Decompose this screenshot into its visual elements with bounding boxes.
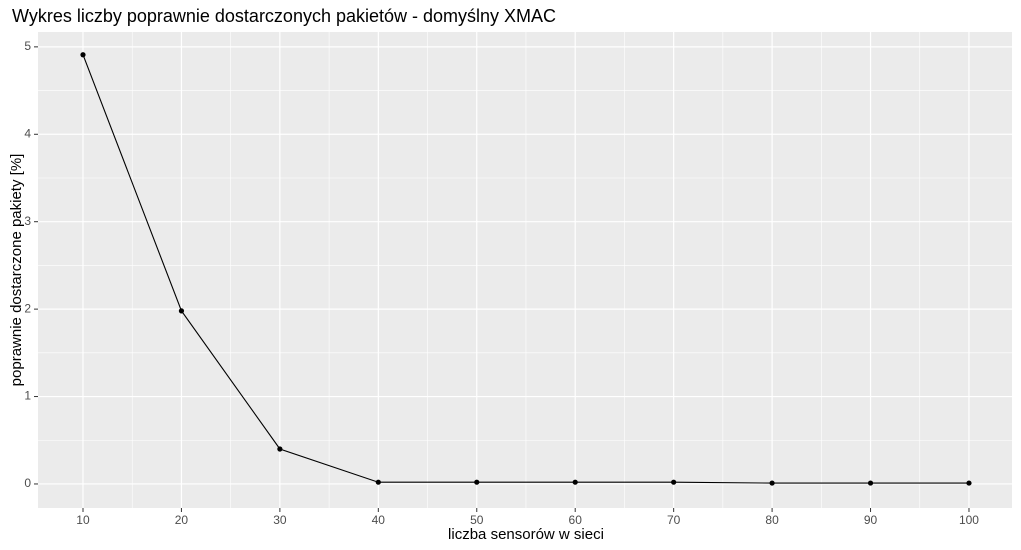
point	[178, 308, 185, 314]
x-tick-label: 100	[959, 513, 979, 527]
plot-background	[38, 32, 1012, 508]
point	[769, 480, 775, 486]
chart-title: Wykres liczby poprawnie dostarczonych pa…	[12, 6, 556, 26]
point	[966, 480, 972, 486]
y-tick-label: 5	[24, 39, 31, 53]
x-tick-label: 50	[470, 513, 484, 527]
point	[867, 480, 874, 486]
x-tick-label: 40	[372, 513, 386, 527]
x-tick-label: 80	[765, 513, 779, 527]
x-tick-label: 10	[76, 513, 90, 527]
y-tick-label: 3	[24, 214, 31, 228]
point	[671, 479, 677, 485]
x-tick-label: 30	[273, 513, 287, 527]
line	[82, 54, 969, 484]
x-axis-label: liczba sensorów w sieci	[448, 526, 604, 543]
x-tick-label: 90	[864, 513, 878, 527]
point	[572, 479, 578, 485]
point	[375, 479, 381, 485]
point	[277, 446, 283, 452]
x-tick-label: 70	[667, 513, 681, 527]
x-tick-label: 20	[175, 513, 189, 527]
y-tick-label: 1	[24, 389, 31, 403]
y-tick-label: 4	[24, 126, 31, 140]
x-tick-label: 60	[569, 513, 583, 527]
y-tick-label: 2	[24, 301, 31, 315]
y-tick-label: 0	[24, 476, 31, 490]
y-axis-label: poprawnie dostarczone pakiety [%]	[8, 154, 25, 387]
point	[80, 52, 86, 58]
point	[474, 479, 480, 485]
